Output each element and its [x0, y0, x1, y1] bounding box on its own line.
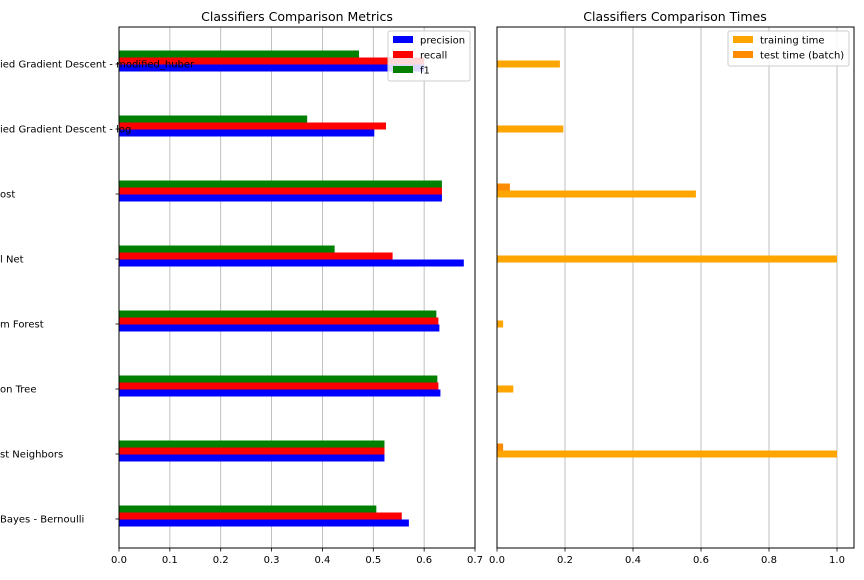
- metrics-legend-swatch-precision: [393, 36, 413, 43]
- metrics-bar-precision-5: [119, 389, 441, 397]
- metrics-category-label: l Net: [0, 255, 24, 266]
- times-bar-test-time-batch-2: [497, 183, 510, 191]
- metrics-bar-precision-3: [119, 259, 464, 267]
- times-x-ticks: 0.0 0.2 0.4 0.6 0.8 1.0: [489, 548, 845, 566]
- metrics-bar-precision-2: [119, 194, 442, 202]
- metrics-bar-precision-6: [119, 454, 385, 462]
- times-x-tick-label: 0.8: [761, 555, 777, 566]
- times-bar-training-time-5: [497, 385, 514, 393]
- metrics-legend-swatch-recall: [393, 51, 413, 58]
- times-title: Classifiers Comparison Times: [583, 9, 766, 24]
- metrics-category-label: m Forest: [0, 320, 44, 331]
- metrics-x-tick-label: 0.7: [467, 555, 483, 566]
- metrics-legend-label-recall: recall: [420, 51, 447, 62]
- metrics-bar-f1-5: [119, 375, 438, 383]
- metrics-category-label: st Neighbors: [0, 450, 63, 461]
- metrics-legend: precision recall f1: [387, 30, 471, 82]
- metrics-bars: [119, 50, 464, 527]
- times-legend-swatch-test-time-batch: [733, 51, 753, 58]
- times-x-tick-label: 0.6: [693, 555, 709, 566]
- metrics-x-tick-label: 0.4: [314, 555, 330, 566]
- metrics-legend-label-f1: f1: [420, 66, 430, 77]
- metrics-bar-recall-6: [119, 447, 385, 455]
- times-panel: 0.0 0.2 0.4 0.6 0.8 1.0 Classifiers Compariso…: [489, 9, 855, 566]
- times-legend-box: [727, 30, 850, 67]
- times-bars: [497, 60, 837, 458]
- metrics-title: Classifiers Comparison Metrics: [201, 9, 393, 24]
- times-legend-label-training-time: training time: [760, 36, 825, 47]
- metrics-bar-f1-4: [119, 310, 437, 318]
- metrics-bar-recall-4: [119, 317, 439, 325]
- metrics-x-tick-label: 0.3: [264, 555, 280, 566]
- metrics-legend-label-precision: precision: [420, 36, 465, 47]
- times-x-tick-label: 0.0: [489, 555, 505, 566]
- metrics-x-tick-label: 0.5: [365, 555, 381, 566]
- metrics-bar-f1-6: [119, 440, 385, 448]
- times-x-tick-label: 1.0: [829, 555, 845, 566]
- metrics-legend-swatch-f1: [393, 66, 413, 73]
- times-legend-swatch-training-time: [733, 36, 753, 43]
- metrics-bar-f1-1: [119, 115, 308, 123]
- metrics-category-label: ied Gradient Descent - modified_huber: [0, 60, 195, 71]
- metrics-bar-precision-0: [119, 64, 425, 72]
- metrics-x-tick-label: 0.0: [111, 555, 127, 566]
- metrics-category-label: Bayes - Bernoulli: [0, 515, 84, 526]
- metrics-bar-precision-4: [119, 324, 440, 332]
- metrics-bar-recall-2: [119, 187, 442, 195]
- times-bar-training-time-2: [497, 190, 696, 198]
- times-axes-frame: [496, 26, 855, 549]
- times-x-tick-label: 0.2: [557, 555, 573, 566]
- times-x-tick-label: 0.4: [625, 555, 641, 566]
- times-bar-training-time-4: [497, 320, 504, 328]
- metrics-x-tick-label: 0.2: [213, 555, 229, 566]
- metrics-x-tick-label: 0.6: [416, 555, 432, 566]
- metrics-bar-recall-3: [119, 252, 393, 260]
- times-bar-training-time-1: [497, 125, 564, 133]
- times-bar-test-time-batch-6: [497, 443, 504, 451]
- metrics-x-ticks: 0.0 0.1 0.2 0.3 0.4 0.5 0.6 0.7: [111, 548, 483, 566]
- metrics-bar-precision-7: [119, 519, 409, 527]
- metrics-bar-f1-3: [119, 245, 335, 253]
- metrics-bar-recall-5: [119, 382, 439, 390]
- metrics-bar-recall-7: [119, 512, 402, 520]
- metrics-bar-f1-7: [119, 505, 377, 513]
- metrics-bar-f1-2: [119, 180, 442, 188]
- times-legend-label-test-time-batch: test time (batch): [760, 51, 844, 62]
- metrics-bar-recall-1: [119, 122, 386, 130]
- metrics-category-label: ost: [0, 190, 15, 201]
- metrics-bar-precision-1: [119, 129, 375, 137]
- times-bar-training-time-0: [497, 60, 560, 68]
- times-legend: training time test time (batch): [727, 30, 850, 67]
- metrics-panel: 0.0 0.1 0.2 0.3 0.4 0.5 0.6 0.7 ied Gradient De…: [0, 9, 483, 566]
- metrics-x-tick-label: 0.1: [162, 555, 178, 566]
- metrics-category-labels: ied Gradient Descent - modified_huberied…: [0, 60, 195, 526]
- metrics-axes-frame: [118, 26, 476, 549]
- times-bar-training-time-3: [497, 255, 837, 263]
- metrics-category-label: on Tree: [0, 385, 36, 396]
- times-bar-training-time-6: [497, 450, 837, 458]
- metrics-category-label: ied Gradient Descent - log: [0, 125, 131, 136]
- metrics-bar-recall-0: [119, 57, 425, 65]
- times-grid: [564, 27, 838, 548]
- metrics-bar-f1-0: [119, 50, 360, 58]
